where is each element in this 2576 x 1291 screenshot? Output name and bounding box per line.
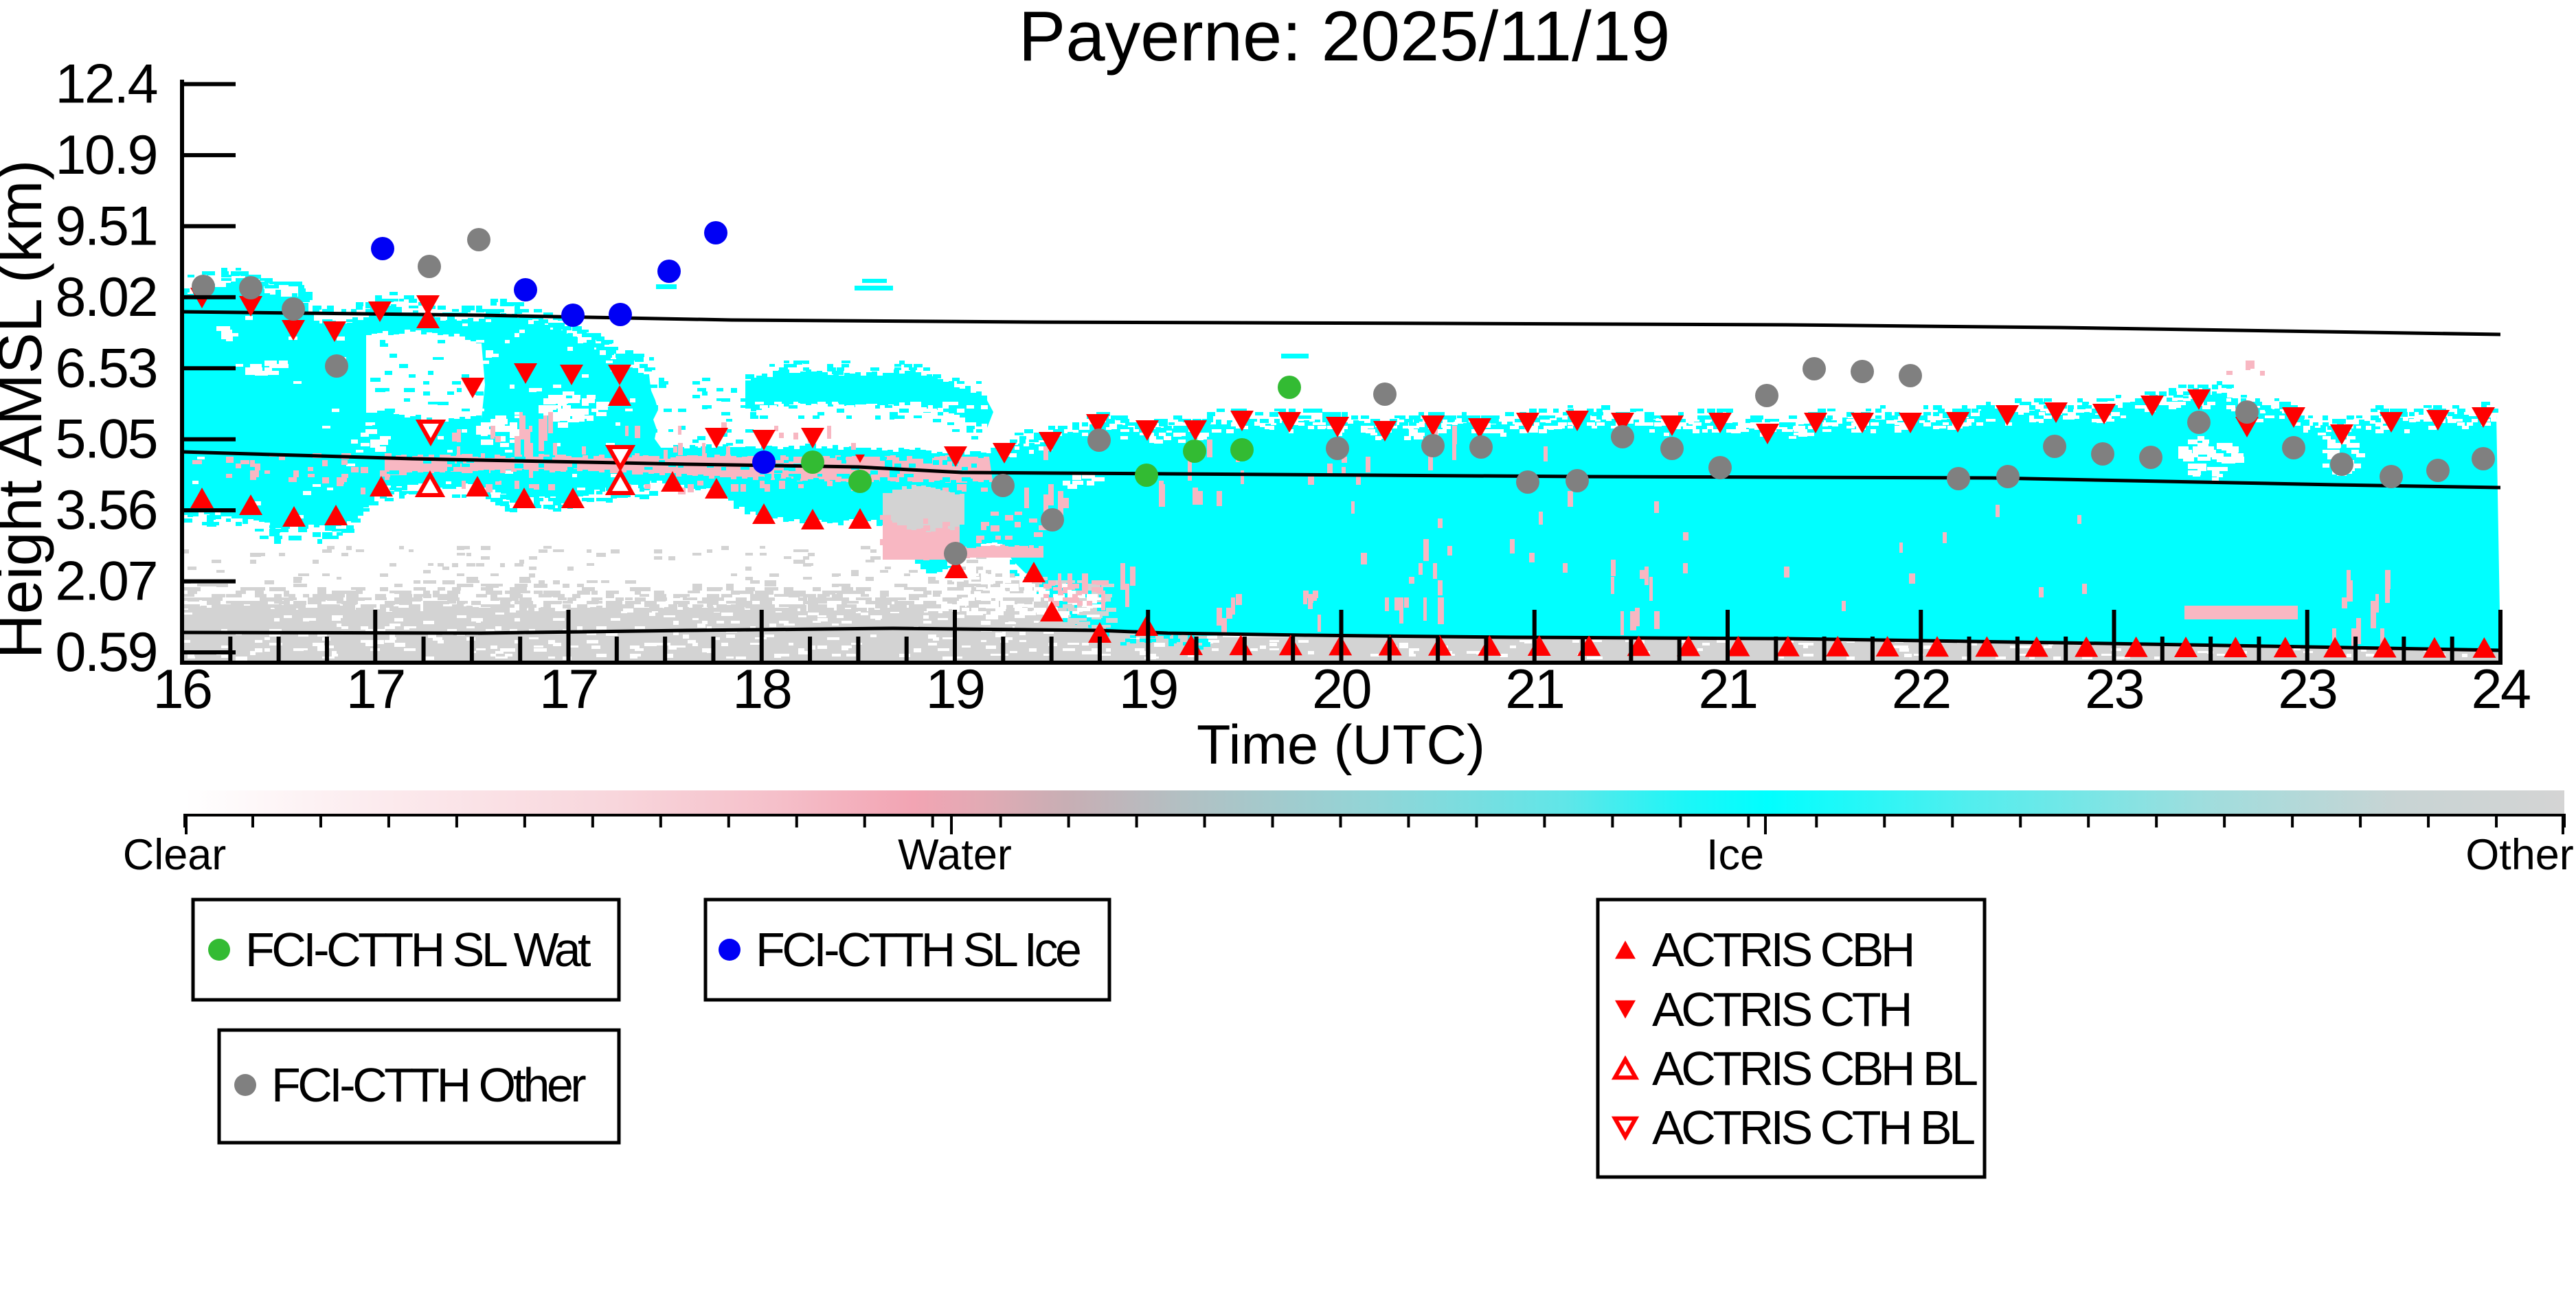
svg-text:6.53: 6.53 xyxy=(55,337,157,399)
svg-text:Clear: Clear xyxy=(123,831,227,879)
svg-text:18: 18 xyxy=(732,659,791,720)
svg-text:23: 23 xyxy=(2278,659,2336,720)
svg-text:FCI-CTTH SL Wat: FCI-CTTH SL Wat xyxy=(245,923,591,976)
svg-text:19: 19 xyxy=(925,659,984,720)
svg-text:17: 17 xyxy=(346,659,405,720)
svg-text:23: 23 xyxy=(2085,659,2143,720)
svg-text:Height AMSL (km): Height AMSL (km) xyxy=(0,160,55,659)
svg-text:2.07: 2.07 xyxy=(55,551,157,613)
svg-text:17: 17 xyxy=(539,659,598,720)
svg-text:ACTRIS CTH: ACTRIS CTH xyxy=(1652,983,1910,1036)
svg-text:FCI-CTTH Other: FCI-CTTH Other xyxy=(271,1058,586,1112)
svg-text:Other: Other xyxy=(2465,831,2574,879)
svg-text:16: 16 xyxy=(152,659,211,720)
svg-text:ACTRIS CTH BL: ACTRIS CTH BL xyxy=(1652,1101,1974,1154)
svg-text:ACTRIS CBH BL: ACTRIS CBH BL xyxy=(1652,1042,1977,1095)
svg-text:21: 21 xyxy=(1505,659,1563,720)
svg-text:21: 21 xyxy=(1698,659,1756,720)
svg-text:20: 20 xyxy=(1312,659,1370,720)
svg-text:Payerne: 2025/11/19: Payerne: 2025/11/19 xyxy=(1019,0,1671,76)
svg-text:0.59: 0.59 xyxy=(55,621,157,683)
svg-text:8.02: 8.02 xyxy=(55,266,157,328)
svg-text:ACTRIS CBH: ACTRIS CBH xyxy=(1652,923,1912,976)
svg-text:12.4: 12.4 xyxy=(55,54,157,115)
svg-text:22: 22 xyxy=(1892,659,1950,720)
svg-text:FCI-CTTH SL Ice: FCI-CTTH SL Ice xyxy=(756,923,1080,976)
svg-text:Ice: Ice xyxy=(1706,831,1764,879)
svg-text:19: 19 xyxy=(1119,659,1177,720)
svg-text:3.56: 3.56 xyxy=(55,479,157,541)
svg-text:10.9: 10.9 xyxy=(55,124,157,186)
svg-text:Time (UTC): Time (UTC) xyxy=(1197,714,1485,776)
svg-text:24: 24 xyxy=(2471,659,2530,720)
svg-text:9.51: 9.51 xyxy=(55,195,157,257)
svg-text:5.05: 5.05 xyxy=(55,409,157,470)
svg-text:Water: Water xyxy=(898,831,1012,879)
